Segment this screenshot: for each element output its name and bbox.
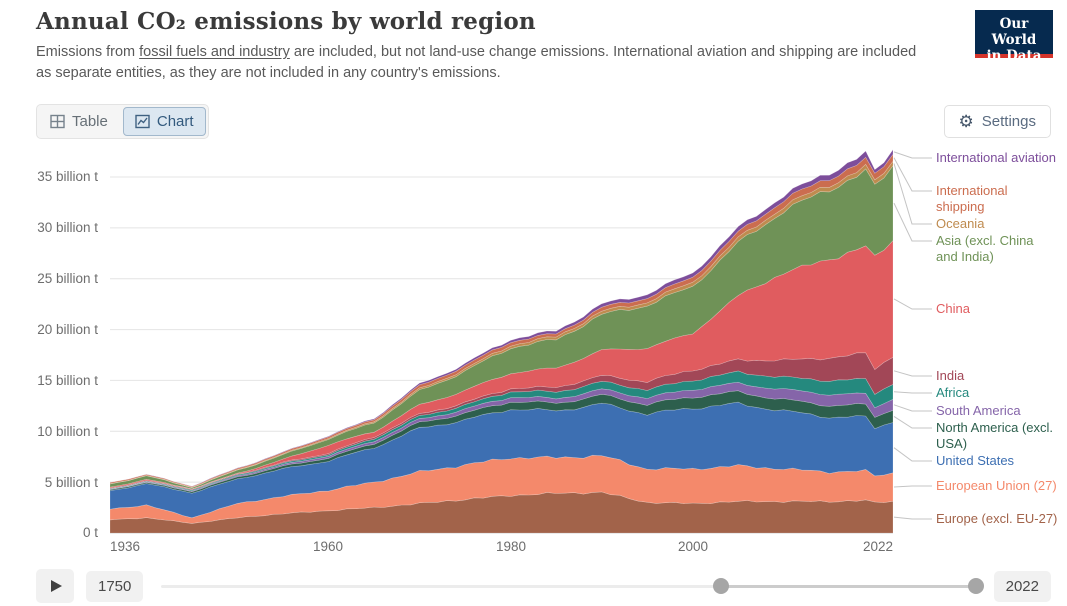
- settings-button[interactable]: ⚙ Settings: [943, 104, 1051, 138]
- x-tick-2000: 2000: [678, 539, 708, 554]
- timeline-start-year[interactable]: 1750: [86, 570, 144, 602]
- legend-item-asia-excl[interactable]: Asia (excl. China and India): [936, 233, 1034, 264]
- x-tick-1980: 1980: [496, 539, 526, 554]
- view-tab-group: Table Chart: [36, 103, 209, 139]
- timeline-start-handle[interactable]: [712, 578, 729, 594]
- timeline-end-year[interactable]: 2022: [993, 570, 1051, 602]
- y-tick-5: 5 billion t: [45, 475, 99, 490]
- timeline-slider: [155, 569, 984, 603]
- y-tick-35: 35 billion t: [37, 169, 98, 184]
- x-tick-2022: 2022: [863, 539, 893, 554]
- tab-chart[interactable]: Chart: [122, 106, 206, 136]
- tab-table-label: Table: [72, 112, 108, 130]
- table-icon: [50, 114, 65, 128]
- settings-button-label: Settings: [981, 112, 1036, 130]
- legend-connector-lines: [893, 151, 932, 520]
- legend-item-africa[interactable]: Africa: [936, 385, 970, 400]
- legend-item-china[interactable]: China: [936, 301, 970, 316]
- play-icon: [51, 580, 62, 592]
- subtitle-text: Emissions from: [36, 44, 140, 60]
- owid-logo: Our World in Data: [975, 10, 1053, 64]
- legend-item-european-union[interactable]: European Union (27): [936, 478, 1057, 493]
- legend-item-international-aviation[interactable]: International aviation: [936, 150, 1056, 165]
- y-tick-0: 0 t: [83, 525, 98, 540]
- x-tick-1936: 1936: [110, 539, 140, 554]
- area-series: [109, 148, 894, 534]
- subtitle-text: are included, but not land-use change em…: [36, 44, 917, 81]
- x-tick-1960: 1960: [313, 539, 343, 554]
- legend-item-north-america-excl[interactable]: North America (excl. USA): [936, 420, 1054, 451]
- timeline-end-handle[interactable]: [967, 578, 984, 594]
- line-chart-icon: [135, 114, 150, 128]
- logo-line-2: in Data: [986, 48, 1042, 64]
- tab-table[interactable]: Table: [37, 105, 121, 138]
- legend-item-south-america[interactable]: South America: [936, 403, 1021, 418]
- legend-item-india[interactable]: India: [936, 368, 965, 383]
- legend-item-united-states[interactable]: United States: [936, 453, 1015, 468]
- chart-header: Annual CO₂ emissions by world region Emi…: [36, 8, 926, 83]
- logo-line-1: Our World: [991, 16, 1037, 48]
- y-tick-10: 10 billion t: [37, 424, 98, 439]
- play-button[interactable]: [36, 569, 74, 603]
- legend-item-europe-excl[interactable]: Europe (excl. EU-27): [936, 511, 1058, 526]
- timeline-track[interactable]: [161, 584, 976, 588]
- timeline-track-selected[interactable]: [720, 584, 976, 588]
- y-tick-25: 25 billion t: [37, 271, 98, 286]
- chart-subtitle: Emissions from fossil fuels and industry…: [36, 42, 924, 83]
- legend-item-oceania[interactable]: Oceania: [936, 216, 985, 231]
- y-tick-30: 30 billion t: [37, 220, 98, 235]
- page-title: Annual CO₂ emissions by world region: [36, 8, 536, 35]
- legend-item-international-shipping[interactable]: International shipping: [936, 183, 1008, 214]
- toolbar: Table Chart ⚙ Settings: [36, 102, 1051, 140]
- y-tick-20: 20 billion t: [37, 322, 98, 337]
- gridlines: [110, 176, 893, 534]
- fossil-fuels-link[interactable]: fossil fuels and industry: [139, 44, 290, 60]
- y-tick-15: 15 billion t: [37, 373, 98, 388]
- timeline-controls: 1750 2022: [36, 567, 1051, 605]
- gear-icon: ⚙: [958, 111, 974, 131]
- tab-chart-label: Chart: [156, 112, 194, 130]
